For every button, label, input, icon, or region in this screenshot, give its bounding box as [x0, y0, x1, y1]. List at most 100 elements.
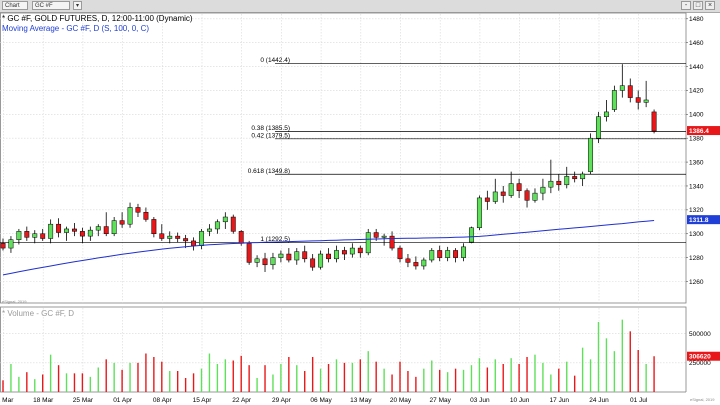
volume-tick-label: 500000 — [689, 331, 711, 338]
candle-body — [492, 191, 498, 202]
candle — [516, 178, 522, 198]
price-panel-title: * GC #F, GOLD FUTURES, D, 12:00-11:00 (D… — [2, 14, 193, 23]
candle — [651, 109, 657, 134]
candle — [572, 171, 578, 183]
candle-body — [254, 258, 260, 263]
y-tick-label: 1300 — [689, 231, 704, 238]
candle — [270, 252, 276, 270]
candle — [294, 248, 300, 265]
x-tick-label: 24 Jun — [589, 397, 609, 404]
symbol-input[interactable]: GC #F — [32, 1, 70, 10]
candle-body — [87, 229, 93, 237]
candle-body — [111, 220, 117, 234]
candle-body — [421, 259, 427, 267]
candle — [445, 246, 451, 262]
volume-watermark: eSignal, 2019 — [690, 397, 715, 402]
y-tick-label: 1360 — [689, 159, 704, 166]
y-tick-label: 1260 — [689, 279, 704, 286]
candle — [151, 217, 157, 238]
candle-body — [318, 253, 324, 268]
candle-body — [357, 247, 363, 254]
moving-average-title: Moving Average - GC #F, D (S, 100, 0, C) — [2, 24, 150, 33]
price-watermark: eSignal, 2019 — [2, 299, 27, 304]
candle-body — [453, 250, 459, 258]
candle — [64, 226, 69, 241]
candle-body — [484, 197, 490, 202]
candle-body — [191, 240, 197, 246]
candle-body — [286, 253, 292, 261]
candle-body — [326, 253, 331, 260]
x-tick-label: 18 Mar — [33, 397, 54, 404]
ma-value-tag-bg — [687, 215, 720, 225]
candle-body — [349, 247, 355, 255]
price-panel-frame — [0, 12, 687, 304]
x-tick-label: 15 Apr — [193, 397, 213, 404]
candle-body — [651, 111, 657, 132]
candle — [397, 245, 403, 263]
last-price-tag: 1386.4 — [689, 128, 709, 135]
candle — [588, 133, 594, 175]
candle-body — [214, 221, 220, 230]
x-tick-label: 08 Apr — [153, 397, 173, 404]
symbol-dropdown-icon[interactable]: ▾ — [73, 1, 82, 10]
candle — [341, 246, 347, 261]
candle — [95, 224, 101, 237]
candle — [183, 234, 189, 249]
candle — [476, 195, 482, 231]
candle — [437, 245, 443, 262]
candle — [421, 257, 427, 270]
x-tick-label: 06 May — [310, 397, 332, 404]
candle-body — [310, 258, 316, 268]
candle — [484, 190, 490, 210]
candle — [40, 228, 46, 241]
candle — [405, 254, 411, 268]
candle — [365, 228, 371, 256]
chart-tab[interactable]: Chart — [2, 1, 28, 10]
candle-body — [500, 191, 506, 196]
candle — [191, 237, 197, 251]
candle-body — [389, 235, 395, 249]
candle-body — [373, 232, 379, 238]
candle-body — [16, 231, 22, 240]
x-tick-label: 01 Jul — [630, 397, 648, 404]
y-tick-label: 1420 — [689, 88, 704, 95]
candle-body — [365, 232, 371, 254]
minimize-icon[interactable]: - — [681, 1, 691, 10]
candle-body — [556, 180, 562, 186]
candle-body — [445, 250, 451, 258]
candle — [492, 178, 498, 204]
candle — [429, 248, 435, 263]
y-tick-label: 1280 — [689, 255, 704, 262]
candle-body — [95, 226, 101, 231]
candlesticks — [0, 64, 657, 272]
candle — [262, 252, 268, 272]
candle — [596, 111, 601, 143]
candle-body — [270, 257, 276, 266]
candle — [619, 64, 625, 98]
close-icon[interactable]: × — [705, 1, 715, 10]
candle — [127, 202, 133, 228]
candle — [56, 218, 62, 238]
maximize-icon[interactable]: □ — [693, 1, 703, 10]
candle-body — [238, 231, 244, 244]
candle-body — [611, 90, 617, 110]
candle-body — [79, 231, 85, 237]
candle-body — [151, 219, 157, 234]
y-tick-label: 1340 — [689, 183, 704, 190]
candle — [532, 188, 538, 203]
candle-body — [405, 258, 411, 263]
candle-body — [8, 239, 14, 249]
volume-tick-label: 250000 — [689, 360, 711, 367]
y-tick-label: 1460 — [689, 40, 704, 47]
candle — [603, 99, 609, 122]
candle — [508, 171, 514, 198]
candle-body — [627, 85, 633, 98]
candle — [87, 226, 93, 241]
candle-body — [230, 216, 236, 232]
candle — [0, 238, 6, 251]
candle — [349, 243, 355, 258]
x-tick-label: 13 May — [350, 397, 372, 404]
candle — [206, 224, 212, 237]
candle — [199, 228, 204, 250]
